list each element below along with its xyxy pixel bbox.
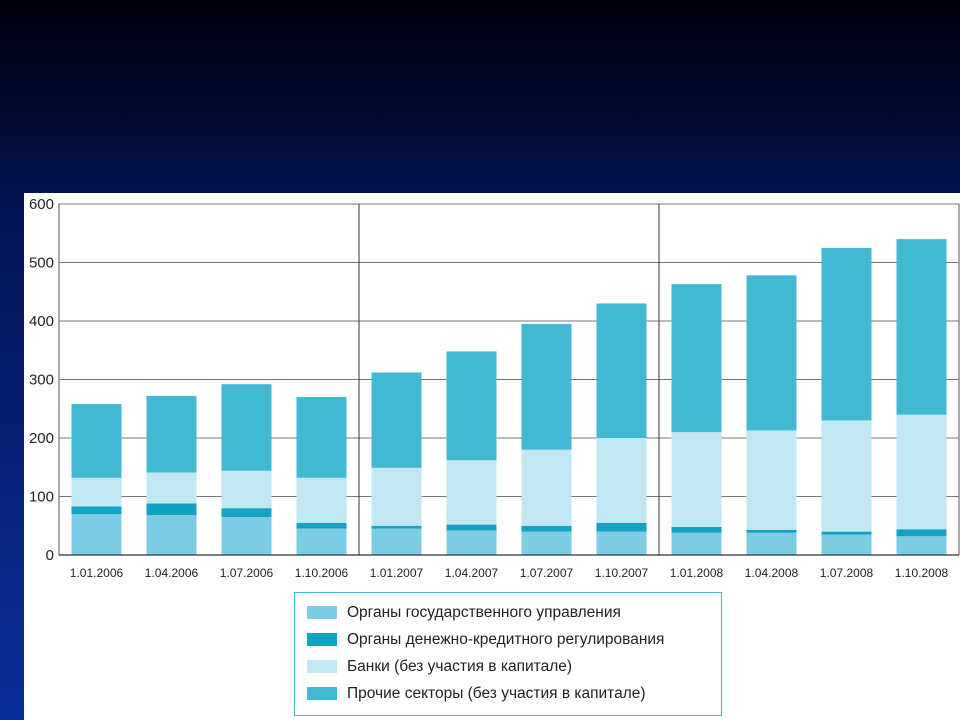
bar-segment-2 bbox=[671, 526, 722, 533]
bar-segment-4 bbox=[221, 384, 272, 471]
bar-segment-4 bbox=[896, 239, 947, 415]
bar-segment-1 bbox=[371, 528, 422, 555]
y-tick-label: 400 bbox=[29, 313, 54, 330]
bar-segment-2 bbox=[296, 522, 347, 529]
y-tick-label: 300 bbox=[29, 372, 54, 389]
legend-label: Банки (без участия в капитале) bbox=[347, 657, 573, 675]
bar-segment-1 bbox=[296, 528, 347, 555]
bar-segment-4 bbox=[296, 397, 347, 478]
bar-segment-4 bbox=[746, 275, 797, 431]
legend-swatch bbox=[307, 633, 337, 646]
legend-swatch bbox=[307, 687, 337, 700]
bar-segment-1 bbox=[671, 532, 722, 555]
x-tick-label: 1.07.2006 bbox=[220, 566, 274, 580]
bar-segment-4 bbox=[146, 395, 197, 473]
bar-segment-1 bbox=[146, 515, 197, 555]
legend-label: Органы государственного управления bbox=[347, 603, 621, 621]
bar-segment-2 bbox=[521, 525, 572, 532]
x-tick-label: 1.10.2006 bbox=[295, 566, 349, 580]
stacked-bar-chart: 0 100 200 300 400 500 600 1.01.2006 1.04.2006 1.0… bbox=[29, 196, 960, 580]
bar-segment-3 bbox=[821, 420, 872, 532]
legend-item-government: Органы государственного управления bbox=[307, 599, 721, 626]
bar-segment-4 bbox=[446, 351, 497, 461]
bar-segment-3 bbox=[296, 477, 347, 523]
x-tick-label: 1.10.2007 bbox=[595, 566, 649, 580]
bar-segment-2 bbox=[896, 529, 947, 537]
bar-segment-1 bbox=[221, 516, 272, 555]
bar-segment-4 bbox=[671, 284, 722, 433]
legend-swatch bbox=[307, 660, 337, 673]
bar-segment-4 bbox=[371, 372, 422, 468]
bar-segment-4 bbox=[821, 247, 872, 421]
bar-segment-3 bbox=[71, 477, 122, 507]
bar-segment-1 bbox=[821, 534, 872, 555]
bar-segment-2 bbox=[746, 529, 797, 533]
x-tick-label: 1.04.2006 bbox=[145, 566, 199, 580]
bar-segment-3 bbox=[221, 470, 272, 509]
bar-segment-2 bbox=[221, 508, 272, 517]
bar-segment-1 bbox=[746, 532, 797, 555]
legend-label: Органы денежно-кредитного регулирования bbox=[347, 630, 665, 648]
legend-label: Прочие секторы (без участия в капитале) bbox=[347, 684, 646, 702]
x-tick-label: 1.01.2008 bbox=[670, 566, 724, 580]
y-tick-label: 100 bbox=[29, 489, 54, 506]
bar-segment-1 bbox=[446, 530, 497, 555]
x-tick-label: 1.01.2007 bbox=[370, 566, 424, 580]
y-tick-label: 200 bbox=[29, 430, 54, 447]
x-tick-label: 1.04.2007 bbox=[445, 566, 499, 580]
chart-panel: 0 100 200 300 400 500 600 1.01.2006 1.04.2006 1.0… bbox=[24, 193, 960, 720]
chart-legend: Органы государственного управления Орган… bbox=[294, 592, 722, 716]
bar-segment-3 bbox=[146, 472, 197, 504]
bar-segment-3 bbox=[596, 438, 647, 523]
bar-segment-2 bbox=[71, 506, 122, 515]
bar-segment-1 bbox=[71, 514, 122, 555]
bar-segment-2 bbox=[821, 531, 872, 535]
bar-segment-2 bbox=[446, 524, 497, 531]
y-tick-label: 500 bbox=[29, 255, 54, 272]
x-tick-label: 1.01.2006 bbox=[70, 566, 124, 580]
x-tick-label: 1.07.2008 bbox=[820, 566, 874, 580]
bar-segment-3 bbox=[746, 430, 797, 530]
x-tick-label: 1.07.2007 bbox=[520, 566, 574, 580]
bar-segment-4 bbox=[71, 404, 122, 478]
bar-segment-3 bbox=[371, 467, 422, 526]
y-tick-label: 600 bbox=[29, 196, 54, 213]
bar-segment-1 bbox=[596, 531, 647, 555]
bar-segment-2 bbox=[146, 503, 197, 516]
bar-segment-4 bbox=[521, 323, 572, 450]
bar-segment-1 bbox=[896, 536, 947, 555]
bar-segment-3 bbox=[671, 432, 722, 527]
y-tick-label: 0 bbox=[46, 547, 54, 564]
bar-segment-3 bbox=[446, 460, 497, 525]
x-tick-label: 1.04.2008 bbox=[745, 566, 799, 580]
bar-segment-3 bbox=[521, 449, 572, 526]
bar-segment-3 bbox=[896, 414, 947, 530]
legend-item-other-sectors: Прочие секторы (без участия в капитале) bbox=[307, 680, 721, 707]
bar-segment-4 bbox=[596, 303, 647, 438]
bar-segment-2 bbox=[371, 525, 422, 529]
legend-item-banks: Банки (без участия в капитале) bbox=[307, 653, 721, 680]
x-tick-label: 1.10.2008 bbox=[895, 566, 949, 580]
legend-item-monetary-authorities: Органы денежно-кредитного регулирования bbox=[307, 626, 721, 653]
bar-segment-2 bbox=[596, 522, 647, 532]
bar-segment-1 bbox=[521, 531, 572, 555]
legend-swatch bbox=[307, 606, 337, 619]
